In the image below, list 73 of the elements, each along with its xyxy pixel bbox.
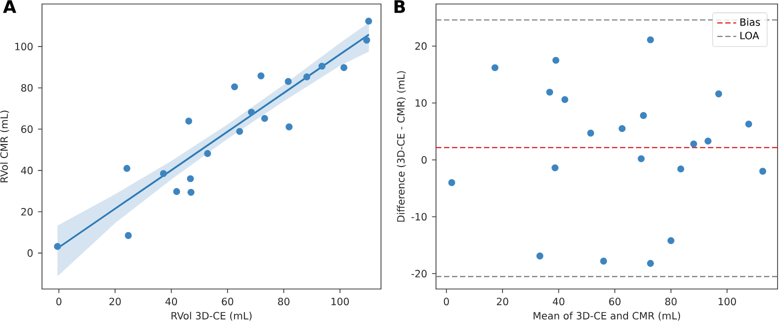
point	[54, 242, 61, 250]
point	[258, 72, 264, 80]
point	[448, 179, 456, 186]
x-tick-label: 0	[444, 298, 449, 306]
point	[303, 73, 310, 80]
x-tick-label: 60	[609, 298, 620, 306]
point	[261, 114, 268, 122]
point	[600, 258, 608, 265]
x-tick-label: 80	[665, 298, 677, 306]
y-tick-label: 20	[415, 42, 427, 50]
chart-title: B	[394, 0, 405, 13]
y-axis-title: Difference (3D-CE - CMR) (mL)	[396, 71, 406, 222]
point	[536, 252, 544, 260]
point	[231, 83, 238, 90]
y-tick-label: -10	[411, 212, 427, 221]
x-tick-label: 20	[109, 298, 121, 306]
x-tick-label: 60	[222, 298, 234, 306]
point	[284, 78, 292, 85]
y-tick-label: 80	[21, 84, 33, 92]
point	[236, 128, 244, 135]
point	[690, 140, 698, 148]
x-tick-label: 20	[496, 298, 508, 306]
point	[646, 260, 654, 267]
legend-label: Bias	[740, 18, 760, 26]
point	[561, 96, 568, 104]
y-axis-title: RVol CMR (mL)	[0, 110, 10, 182]
x-tick-label: 40	[552, 298, 564, 306]
point	[286, 123, 293, 130]
point	[745, 120, 752, 128]
point	[160, 170, 167, 178]
point	[667, 237, 674, 244]
point	[618, 125, 626, 132]
y-tick-label: 0	[422, 156, 427, 164]
point	[640, 112, 647, 119]
point	[638, 155, 645, 162]
point	[248, 108, 255, 116]
chart-title: A	[3, 0, 16, 13]
point	[677, 166, 684, 172]
point	[715, 90, 722, 98]
y-tick-label: 10	[416, 99, 427, 107]
point	[186, 175, 194, 182]
x-axis-title: Mean of 3D-CE and CMR (mL)	[534, 312, 680, 321]
x-axis-title: RVol 3D-CE (mL)	[172, 312, 252, 321]
point	[340, 64, 348, 72]
y-tick-label: 20	[21, 208, 33, 216]
x-tick-label: 100	[718, 298, 736, 306]
y-tick-label: 40	[21, 166, 33, 174]
point	[552, 56, 560, 64]
x-tick-label: 0	[56, 298, 62, 306]
x-tick-label: 100	[332, 298, 349, 306]
point	[491, 64, 498, 72]
point	[759, 168, 766, 175]
x-tick-label: 80	[278, 298, 290, 306]
y-tick-label: 100	[15, 42, 33, 50]
point	[365, 18, 372, 25]
point	[188, 188, 194, 196]
point	[123, 164, 130, 172]
point	[318, 62, 326, 70]
point	[546, 88, 554, 96]
point	[204, 150, 212, 157]
point	[704, 138, 712, 145]
point	[363, 36, 370, 44]
point	[124, 232, 132, 239]
x-tick-label: 40	[165, 298, 177, 306]
y-tick-label: -20	[411, 270, 427, 278]
legend-label: LOA	[740, 32, 760, 40]
y-tick-label: 60	[21, 125, 33, 133]
point	[173, 188, 180, 195]
point	[587, 130, 594, 137]
point	[185, 118, 192, 125]
y-tick-label: 0	[28, 249, 33, 257]
point	[552, 164, 558, 172]
point	[646, 36, 654, 44]
